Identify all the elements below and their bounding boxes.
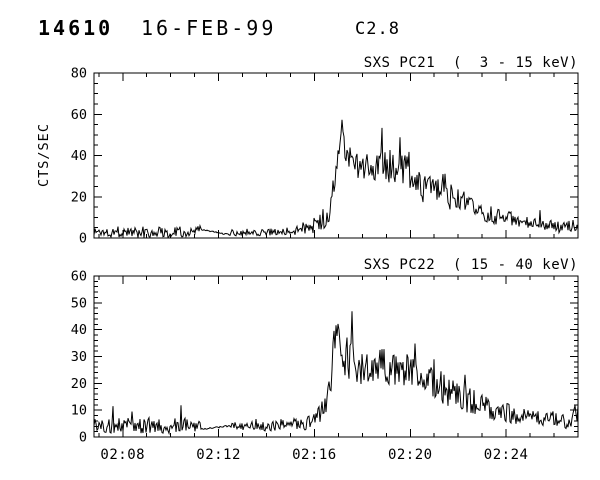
y-tick-label: 0 (79, 231, 87, 247)
x-tick-label: 02:12 (196, 447, 241, 463)
y-tick-label: 0 (79, 430, 87, 446)
pc21-panel-title: SXS PC21 ( 3 - 15 keV) (363, 55, 578, 71)
pc22-panel-title: SXS PC22 ( 15 - 40 keV) (363, 257, 578, 273)
y-tick-label: 20 (71, 376, 87, 392)
date-label: 16-FEB-99 (141, 16, 277, 40)
sxs-pc21-panel: 0 20 40 60 80 (71, 66, 579, 247)
y-tick-label: 40 (71, 148, 87, 164)
y-tick-label: 60 (71, 269, 87, 285)
sxs-pc22-panel: 0 10 20 30 40 50 60 02:08 02:12 02:16 02:20 02:24 (71, 269, 579, 463)
sxs-pc21-light-curve (93, 119, 579, 239)
x-tick-label: 02:08 (100, 447, 145, 463)
y-tick-label: 40 (71, 322, 87, 338)
y-tick-label: 30 (71, 349, 87, 365)
y-tick-label: 10 (71, 403, 87, 419)
y-tick-label: 80 (71, 66, 87, 82)
y-tick-label: 20 (71, 189, 87, 205)
x-tick-label: 02:24 (484, 447, 529, 463)
event-id-label: 14610 (38, 16, 114, 40)
y-tick-label: 50 (71, 295, 87, 311)
sxs-pc21-frame (93, 72, 579, 239)
goes-class-label: C2.8 (355, 19, 400, 39)
sxs-pc22-frame (93, 275, 579, 438)
x-tick-label: 02:20 (388, 447, 433, 463)
sxs-pc22-light-curve (93, 311, 579, 436)
y-tick-label: 60 (71, 107, 87, 123)
x-tick-label: 02:16 (292, 447, 337, 463)
